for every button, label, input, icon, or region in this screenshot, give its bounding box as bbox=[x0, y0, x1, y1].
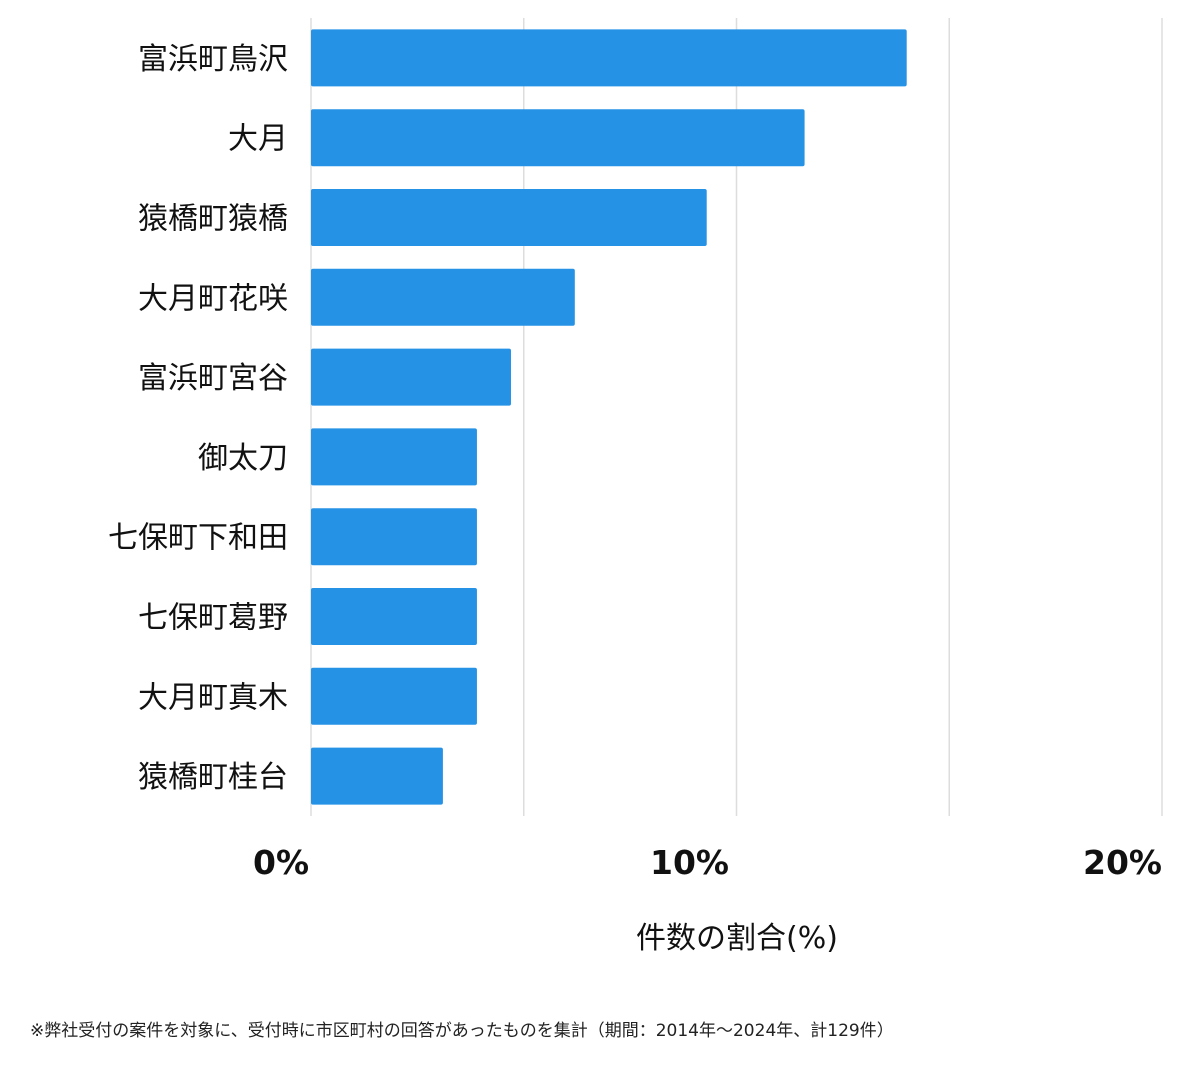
category-label-7: 七保町葛野 bbox=[138, 601, 288, 636]
bars bbox=[311, 29, 907, 805]
x-tick-label-1: 10% bbox=[650, 843, 729, 882]
bar-7 bbox=[311, 588, 477, 645]
category-label-2: 猿橋町猿橋 bbox=[138, 202, 288, 237]
category-label-0: 富浜町鳥沢 bbox=[138, 42, 288, 77]
category-label-3: 大月町花咲 bbox=[138, 281, 288, 316]
bar-9 bbox=[311, 747, 443, 805]
category-label-8: 大月町真木 bbox=[138, 680, 288, 715]
category-label-6: 七保町下和田 bbox=[108, 521, 288, 556]
x-tick-label-0: 0% bbox=[253, 843, 309, 882]
bar-2 bbox=[311, 189, 707, 246]
bar-0 bbox=[311, 29, 907, 87]
bar-4 bbox=[311, 348, 511, 406]
bar-8 bbox=[311, 667, 477, 725]
footnote: ※弊社受付の案件を対象に、受付時に市区町村の回答があったものを集計（期間：201… bbox=[30, 1021, 894, 1041]
category-label-9: 猿橋町桂台 bbox=[138, 760, 288, 795]
category-labels: 富浜町鳥沢大月猿橋町猿橋大月町花咲富浜町宮谷御太刀七保町下和田七保町葛野大月町真… bbox=[108, 42, 288, 795]
category-label-5: 御太刀 bbox=[198, 441, 288, 476]
category-label-4: 富浜町宮谷 bbox=[138, 361, 288, 396]
bar-5 bbox=[311, 428, 477, 486]
x-axis-title: 件数の割合(%) bbox=[636, 921, 838, 956]
bar-3 bbox=[311, 268, 575, 326]
bar-1 bbox=[311, 109, 805, 167]
x-tick-label-2: 20% bbox=[1083, 843, 1162, 882]
category-label-1: 大月 bbox=[228, 122, 288, 157]
x-tick-labels: 0% 10% 20% bbox=[253, 843, 1162, 882]
bar-chart: 富浜町鳥沢大月猿橋町猿橋大月町花咲富浜町宮谷御太刀七保町下和田七保町葛野大月町真… bbox=[108, 18, 1163, 956]
bar-6 bbox=[311, 508, 477, 566]
